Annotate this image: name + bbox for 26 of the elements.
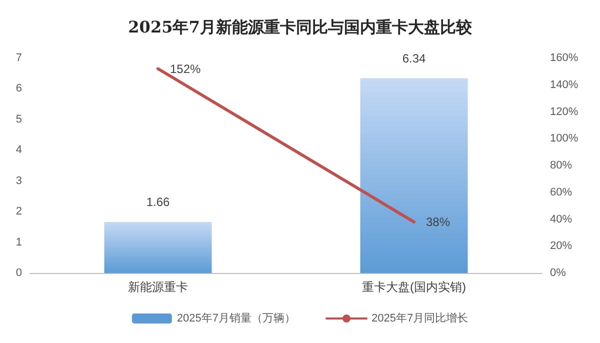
y-tick-label: 4 bbox=[16, 144, 22, 156]
y2-tick-label: 40% bbox=[550, 213, 572, 226]
y-tick-label: 6 bbox=[16, 82, 22, 95]
x-tick-label: 新能源重卡 bbox=[128, 280, 188, 294]
y2-tick-label: 100% bbox=[550, 132, 578, 145]
y-tick-label: 3 bbox=[16, 174, 22, 187]
data-label: 1.66 bbox=[146, 195, 170, 210]
y-tick-label: 5 bbox=[16, 113, 22, 126]
legend-label: 2025年7月同比增长 bbox=[372, 312, 468, 324]
y2-tick-label: 160% bbox=[550, 52, 578, 64]
y2-tick-label: 0% bbox=[550, 267, 566, 279]
y2-tick-label: 80% bbox=[550, 160, 572, 172]
y2-tick-label: 20% bbox=[550, 240, 572, 252]
x-tick-label: 重卡大盘(国内实销) bbox=[362, 280, 466, 294]
y-tick-label: 7 bbox=[16, 52, 22, 64]
y2-tick-label: 140% bbox=[550, 78, 578, 91]
data-label: 38% bbox=[426, 214, 450, 229]
data-label: 6.34 bbox=[402, 51, 426, 66]
data-label: 152% bbox=[170, 62, 202, 76]
y-tick-label: 1 bbox=[16, 236, 22, 248]
chart-title: 2025年7月新能源重卡同比与国内重卡大盘比较 bbox=[128, 18, 473, 36]
y2-tick-label: 120% bbox=[550, 106, 578, 118]
y-tick-label: 2 bbox=[16, 206, 22, 218]
y2-tick-label: 60% bbox=[550, 186, 572, 198]
y-tick-label: 0 bbox=[16, 267, 22, 279]
legend-label: 2025年7月销量（万辆） bbox=[176, 312, 296, 324]
